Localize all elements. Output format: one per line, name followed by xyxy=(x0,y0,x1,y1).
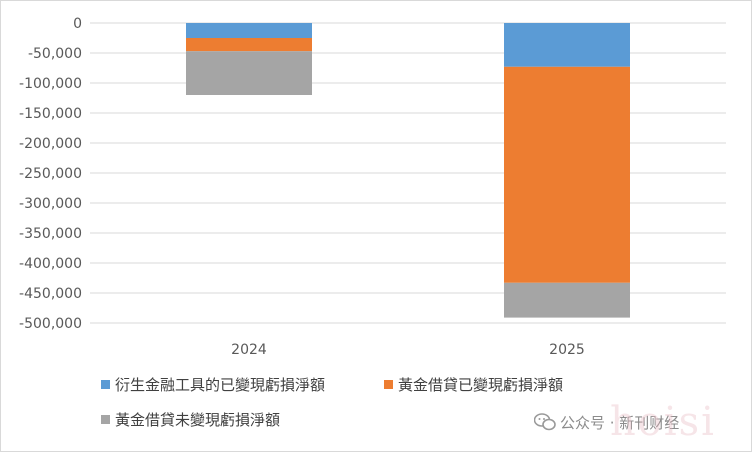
y-tick-label: -100,000 xyxy=(19,76,82,92)
legend-swatch-3 xyxy=(101,415,110,424)
bar-segment-1-2024 xyxy=(186,23,312,38)
gridlines xyxy=(90,22,726,324)
bar-segment-3-2024 xyxy=(186,51,312,95)
legend-label-2: 黃金借貸已變現虧損淨額 xyxy=(398,376,563,394)
y-tick-label: -450,000 xyxy=(19,286,82,302)
y-tick-label: -200,000 xyxy=(19,136,82,152)
bar-segment-1-2025 xyxy=(504,23,630,67)
bar-segment-3-2025 xyxy=(504,282,630,318)
x-tick-label: 2024 xyxy=(231,342,267,358)
watermark-text: 公众号 · 新刊财经 xyxy=(560,414,680,432)
bar-segment-2-2024 xyxy=(186,38,312,52)
bar-segment-2-2025 xyxy=(504,66,630,283)
y-tick-label: -350,000 xyxy=(19,226,82,242)
x-tick-label: 2025 xyxy=(549,342,585,358)
y-tick-label: 0 xyxy=(73,16,82,32)
y-axis-tick-labels: 0 -50,000 -100,000 -150,000 -200,000 -250,000… xyxy=(19,16,82,332)
bars xyxy=(186,23,630,318)
y-tick-label: -400,000 xyxy=(19,256,82,272)
y-tick-label: -500,000 xyxy=(19,316,82,332)
y-tick-label: -300,000 xyxy=(19,196,82,212)
legend-swatch-1 xyxy=(101,380,110,389)
legend-label-1: 衍生金融工具的已變現虧損淨額 xyxy=(115,376,325,394)
wechat-icon xyxy=(533,413,556,431)
watermark: 公众号 · 新刊财经 hoisi xyxy=(530,399,750,445)
legend-label-3: 黃金借貸未變現虧損淨額 xyxy=(115,411,280,429)
y-tick-label: -150,000 xyxy=(19,106,82,122)
x-axis-tick-labels: 2024 2025 xyxy=(231,342,585,358)
y-tick-label: -250,000 xyxy=(19,166,82,182)
y-tick-label: -50,000 xyxy=(28,46,82,62)
legend-swatch-2 xyxy=(384,380,393,389)
